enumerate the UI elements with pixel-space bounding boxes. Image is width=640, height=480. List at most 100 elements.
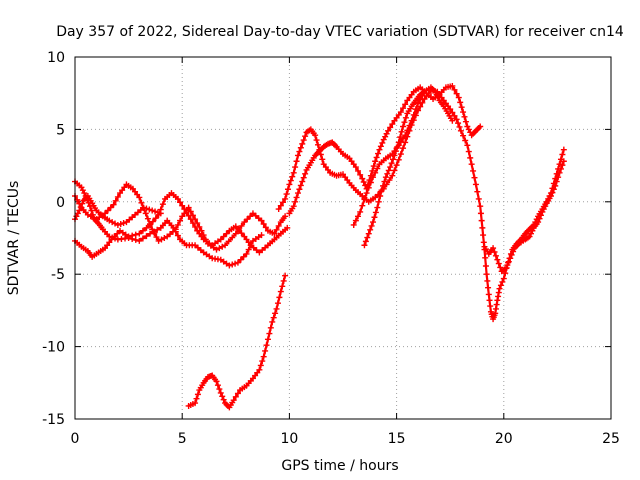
data-point <box>560 158 567 165</box>
data-point <box>125 233 132 240</box>
x-tick-label: 0 <box>71 431 80 447</box>
data-point <box>132 236 139 243</box>
data-point <box>495 293 502 300</box>
data-point <box>397 109 404 116</box>
data-point <box>393 162 400 169</box>
data-point <box>284 186 291 193</box>
data-point <box>480 232 487 239</box>
data-point <box>485 291 492 298</box>
data-point <box>375 198 382 205</box>
data-point <box>149 218 156 225</box>
data-point <box>297 182 304 189</box>
data-point <box>486 297 493 304</box>
data-point <box>494 297 501 304</box>
data-point <box>464 142 471 149</box>
data-point <box>271 230 278 237</box>
data-point <box>234 390 241 397</box>
data-point <box>471 174 478 181</box>
data-point <box>259 358 266 365</box>
data-point <box>157 210 164 217</box>
data-point <box>370 163 377 170</box>
data-point <box>143 224 150 231</box>
data-point <box>385 127 392 134</box>
data-point <box>449 109 456 116</box>
series-10 <box>481 158 567 275</box>
y-tick-label: -15 <box>42 412 65 428</box>
axis-ticks: 0 5 10 15 20 25 -15 -10 -5 0 5 10 <box>42 50 620 447</box>
data-point <box>449 82 456 89</box>
x-axis-label: GPS time / hours <box>281 458 398 474</box>
data-point <box>389 172 396 179</box>
data-point <box>456 123 463 130</box>
data-point <box>283 191 290 198</box>
x-tick-label: 15 <box>388 431 406 447</box>
data-point <box>404 127 411 134</box>
data-point <box>149 207 156 214</box>
data-point <box>238 230 245 237</box>
data-point <box>279 283 286 290</box>
data-point <box>382 174 389 181</box>
data-point <box>114 193 121 200</box>
data-point <box>247 213 254 220</box>
data-point <box>230 397 237 404</box>
data-point <box>367 226 374 233</box>
data-point <box>219 393 226 400</box>
data-point <box>379 139 386 146</box>
grid-lines <box>75 57 611 419</box>
data-point <box>377 193 384 200</box>
data-point <box>482 254 489 261</box>
data-point <box>553 178 560 185</box>
series-line <box>73 183 287 251</box>
data-point <box>187 208 194 215</box>
data-point <box>232 393 239 400</box>
data-point <box>140 204 147 211</box>
data-point <box>192 400 199 407</box>
chart-title: Day 357 of 2022, Sidereal Day-to-day VTE… <box>56 24 624 40</box>
data-point <box>465 148 472 155</box>
series-9 <box>361 88 428 249</box>
data-point <box>189 220 196 227</box>
data-point <box>361 196 368 203</box>
data-point <box>183 209 190 216</box>
data-point <box>262 224 269 231</box>
data-point <box>299 140 306 147</box>
data-point <box>390 156 397 163</box>
data-point <box>475 195 482 202</box>
data-point <box>360 179 367 186</box>
data-point <box>237 256 244 263</box>
data-point <box>507 255 514 262</box>
data-point <box>174 195 181 202</box>
data-point <box>104 207 111 214</box>
data-point <box>374 165 381 172</box>
series-5 <box>185 272 289 411</box>
data-point <box>387 124 394 131</box>
x-tick-label: 10 <box>280 431 298 447</box>
data-point <box>174 232 181 239</box>
data-point <box>138 199 145 206</box>
data-point <box>290 169 297 176</box>
y-tick-label: 5 <box>56 122 65 138</box>
data-point <box>232 260 239 267</box>
data-point <box>226 262 233 269</box>
data-point <box>397 134 404 141</box>
data-point <box>453 90 460 97</box>
data-point <box>314 141 321 148</box>
data-point <box>350 221 357 228</box>
data-point <box>266 330 273 337</box>
data-point <box>395 139 402 146</box>
data-point <box>392 148 399 155</box>
data-point <box>451 112 458 119</box>
data-point <box>136 230 143 237</box>
data-point <box>225 238 232 245</box>
data-point <box>193 395 200 402</box>
data-point <box>395 156 402 163</box>
data-point <box>510 248 517 255</box>
data-point <box>495 260 502 267</box>
data-point <box>357 171 364 178</box>
y-tick-label: 10 <box>47 50 65 66</box>
data-point <box>152 208 159 215</box>
data-point <box>114 230 121 237</box>
data-point <box>272 310 279 317</box>
data-point <box>241 219 248 226</box>
data-point <box>293 158 300 165</box>
